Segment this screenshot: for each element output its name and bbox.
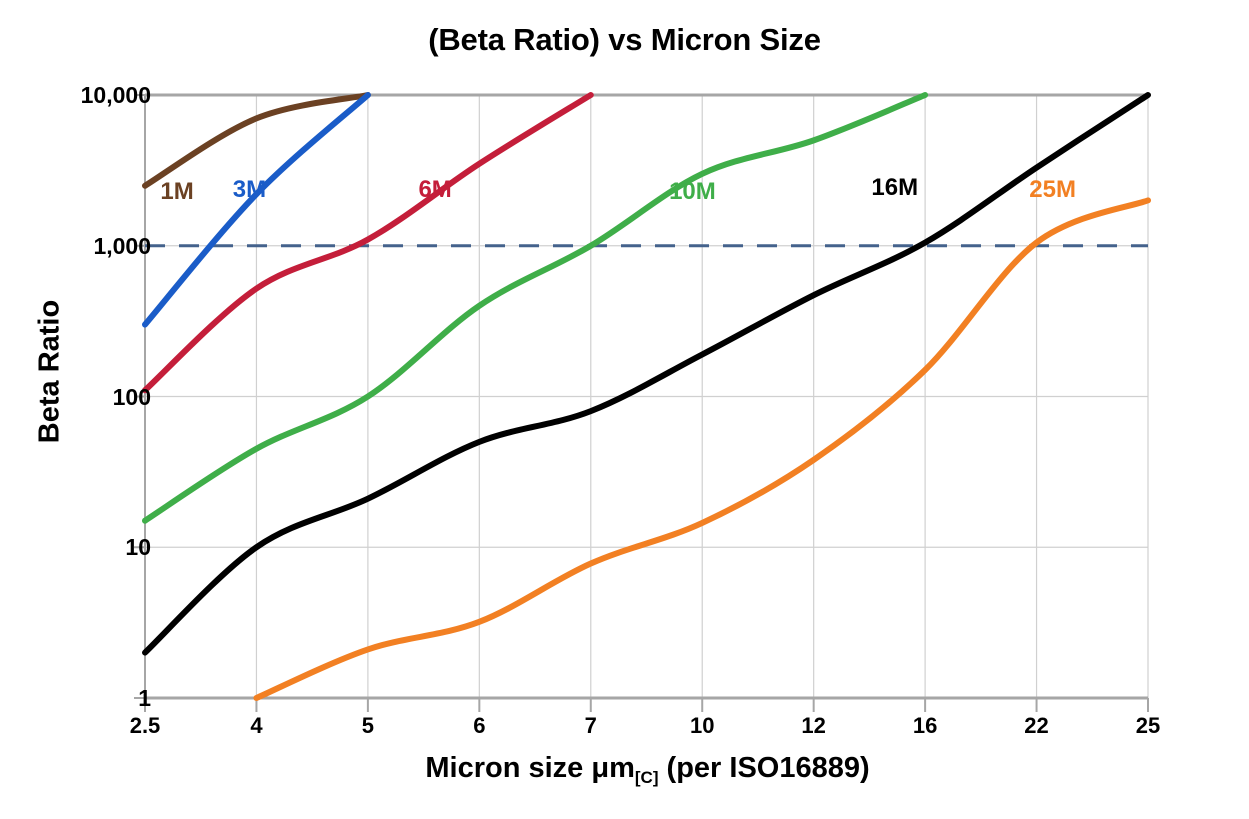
x-tick-label: 7 — [584, 713, 597, 738]
series-line-1m — [142, 92, 371, 189]
x-axis-title: Micron size μm[C] (per ISO16889) — [145, 752, 1150, 787]
axis-ticks — [134, 94, 1149, 712]
y-tick-label: 10,000 — [80, 82, 151, 108]
series-lines — [142, 92, 1151, 701]
x-tick-label: 4 — [250, 713, 263, 738]
x-tick-label: 12 — [801, 713, 826, 738]
x-tick-label: 16 — [912, 713, 938, 738]
y-tick-label: 1,000 — [93, 232, 151, 259]
x-axis-title-subscript: [C] — [634, 768, 659, 787]
x-tick-label: 2.5 — [129, 713, 161, 738]
series-line-6m — [142, 92, 594, 394]
y-tick-label: 100 — [112, 383, 151, 410]
chart-title: (Beta Ratio) vs Micron Size — [428, 22, 821, 57]
series-line-25m — [253, 197, 1151, 701]
series-label-25m: 25M — [1029, 176, 1076, 203]
x-tick-label: 6 — [473, 713, 486, 738]
series-label-6m: 6M — [418, 176, 452, 203]
series-line-10m — [142, 92, 929, 524]
x-tick-label: 5 — [361, 713, 374, 738]
x-axis-title-main: Micron size μm — [425, 752, 635, 784]
y-tick-label: 1 — [138, 685, 151, 711]
y-axis-title: Beta Ratio — [33, 299, 66, 444]
series-label-3m: 3M — [232, 176, 267, 203]
series-label-10m: 10M — [669, 178, 716, 205]
series-label-16m: 16M — [871, 174, 919, 201]
series-label-1m: 1M — [160, 178, 194, 205]
x-tick-label: 22 — [1024, 713, 1049, 738]
x-axis-title-tail: (per ISO16889) — [658, 752, 870, 784]
y-tick-label: 10 — [125, 534, 151, 561]
gridlines — [144, 95, 1149, 699]
series-line-3m — [142, 92, 371, 328]
series-line-16m — [142, 92, 1151, 656]
x-tick-label: 25 — [1135, 713, 1161, 738]
x-tick-label: 10 — [689, 713, 715, 738]
